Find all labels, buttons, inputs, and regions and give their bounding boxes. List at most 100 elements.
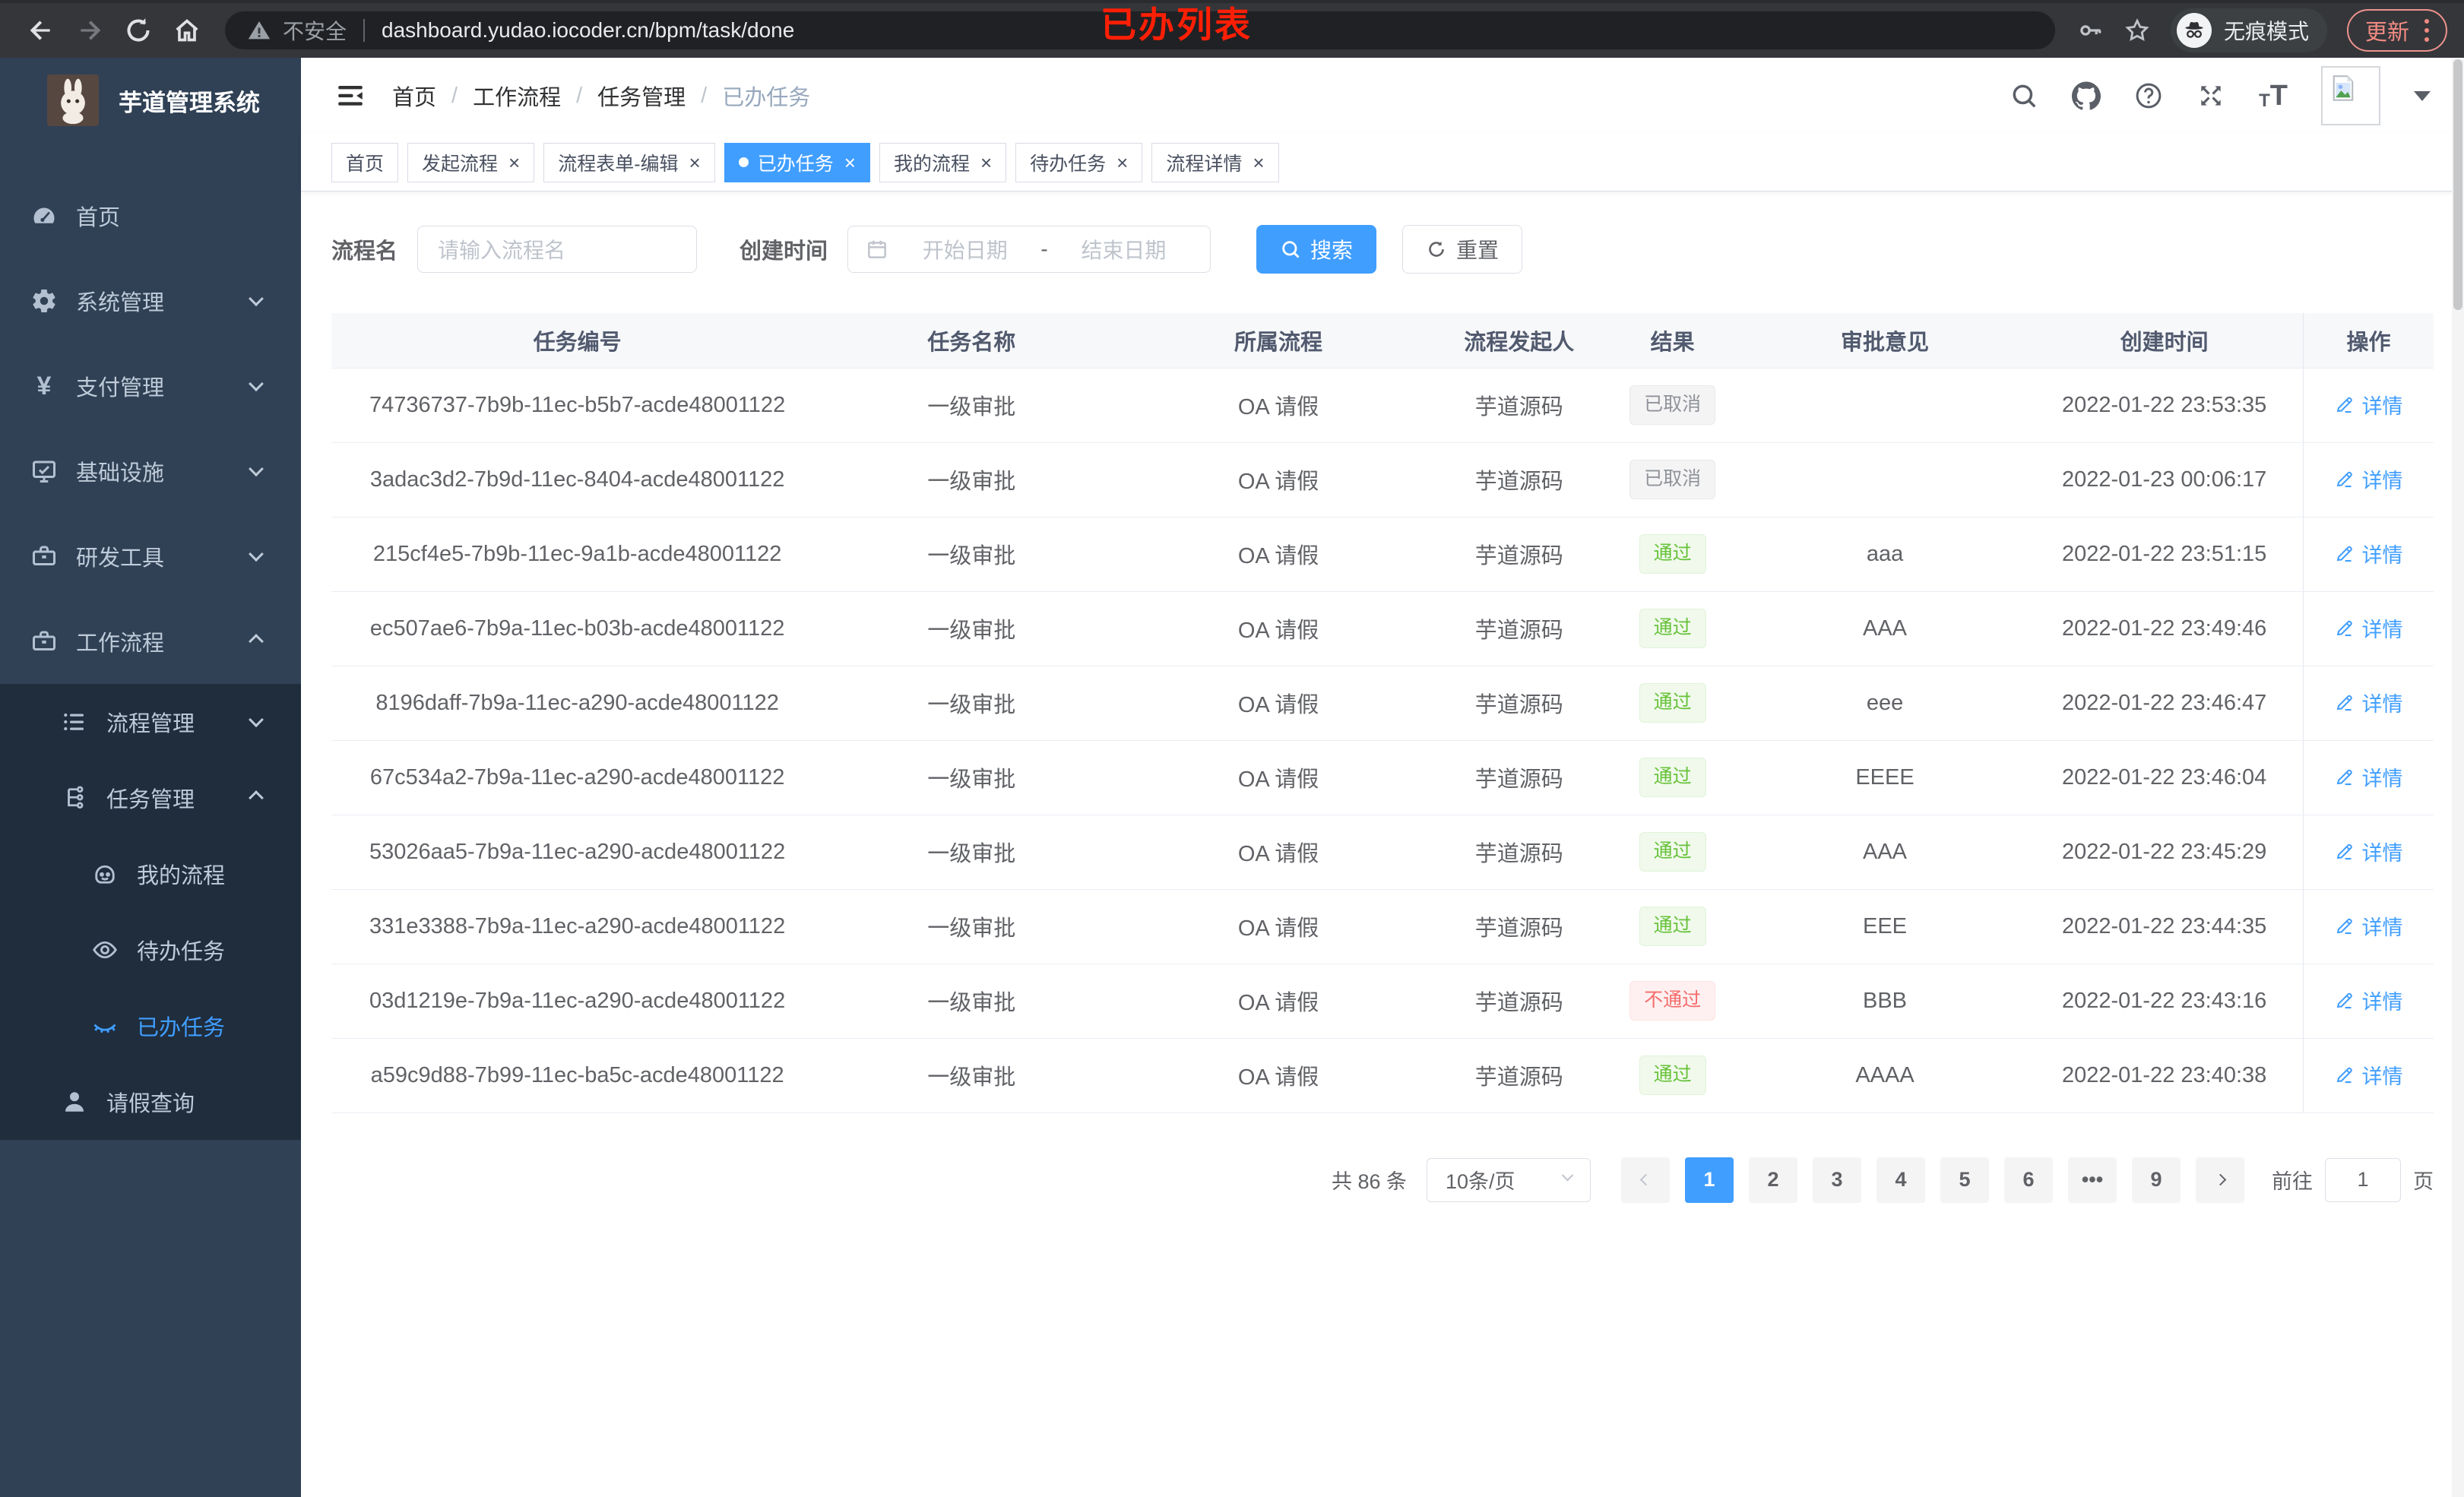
comment-cell: BBB bbox=[1743, 964, 2026, 1039]
sidebar-item-payment-mgmt[interactable]: ¥ 支付管理 bbox=[0, 343, 301, 429]
table-row: 53026aa5-7b9a-11ec-a290-acde48001122 一级审批… bbox=[331, 815, 2434, 890]
app-logo[interactable]: 芋道管理系统 bbox=[0, 58, 301, 143]
page-button-2[interactable]: 2 bbox=[1749, 1157, 1797, 1203]
result-badge: 通过 bbox=[1639, 832, 1706, 872]
process-cell: OA 请假 bbox=[1120, 666, 1437, 741]
starter-cell: 芋道源码 bbox=[1436, 442, 1601, 517]
action-cell: 详情 bbox=[2302, 815, 2434, 890]
sidebar-item-dev-tools[interactable]: 研发工具 bbox=[0, 514, 301, 599]
search-button-icon bbox=[1280, 239, 1301, 260]
refresh-icon bbox=[1426, 239, 1447, 260]
process-name-input[interactable]: 请输入流程名 bbox=[417, 226, 698, 273]
search-button[interactable]: 搜索 bbox=[1256, 225, 1377, 274]
table-column-header: 任务名称 bbox=[823, 313, 1120, 369]
fullscreen-icon[interactable] bbox=[2196, 81, 2225, 110]
reset-button[interactable]: 重置 bbox=[1402, 225, 1523, 274]
page-button-4[interactable]: 4 bbox=[1877, 1157, 1925, 1203]
browser-menu-icon[interactable] bbox=[2424, 19, 2429, 42]
tab-done-tasks[interactable]: 已办任务 × bbox=[724, 142, 870, 182]
sidebar-item-workflow[interactable]: 工作流程 bbox=[0, 599, 301, 684]
table-row: 3adac3d2-7b9d-11ec-8404-acde48001122 一级审批… bbox=[331, 442, 2434, 517]
detail-button[interactable]: 详情 bbox=[2329, 761, 2407, 793]
github-icon[interactable] bbox=[2072, 81, 2101, 110]
sidebar-item-process-mgmt[interactable]: 流程管理 bbox=[0, 684, 301, 760]
table-header-row: 任务编号 任务名称 所属流程 流程发起人 结果 审批意见 创建时间 操作 bbox=[331, 313, 2434, 369]
detail-button[interactable]: 详情 bbox=[2329, 538, 2407, 569]
search-icon[interactable] bbox=[2010, 81, 2038, 110]
prev-page-button[interactable] bbox=[1621, 1157, 1670, 1203]
sidebar-item-done-tasks[interactable]: 已办任务 bbox=[0, 988, 301, 1064]
sidebar-item-task-mgmt[interactable]: 任务管理 bbox=[0, 760, 301, 836]
browser-reload-icon[interactable] bbox=[123, 15, 154, 46]
browser-forward-icon[interactable] bbox=[74, 15, 105, 46]
browser-back-icon[interactable] bbox=[26, 15, 56, 46]
page-button-9[interactable]: 9 bbox=[2132, 1157, 2181, 1203]
tab-todo-tasks[interactable]: 待办任务 × bbox=[1015, 142, 1143, 182]
scrollbar-thumb[interactable] bbox=[2453, 59, 2462, 310]
detail-button[interactable]: 详情 bbox=[2329, 464, 2407, 495]
task-name-cell: 一级审批 bbox=[823, 964, 1120, 1039]
comment-cell: AAA bbox=[1743, 815, 2026, 890]
avatar[interactable] bbox=[2321, 66, 2380, 125]
bookmark-star-icon[interactable] bbox=[2124, 17, 2151, 44]
page-button-1[interactable]: 1 bbox=[1685, 1157, 1734, 1203]
date-range-input[interactable]: 开始日期 - 结束日期 bbox=[847, 226, 1211, 273]
detail-button[interactable]: 详情 bbox=[2329, 985, 2407, 1016]
comment-cell: eee bbox=[1743, 666, 2026, 741]
created-cell: 2022-01-22 23:44:35 bbox=[2025, 889, 2304, 964]
password-key-icon[interactable] bbox=[2076, 17, 2104, 44]
breadcrumb-task-mgmt[interactable]: 任务管理 bbox=[597, 86, 686, 110]
sidebar-item-my-process[interactable]: 我的流程 bbox=[0, 836, 301, 912]
action-cell: 详情 bbox=[2302, 666, 2434, 741]
hamburger-icon[interactable] bbox=[334, 80, 366, 112]
tab-process-detail[interactable]: 流程详情 × bbox=[1151, 142, 1279, 182]
incognito-badge: 无痕模式 bbox=[2170, 8, 2327, 52]
address-bar[interactable]: 不安全 dashboard.yudao.iocoder.cn/bpm/task/… bbox=[225, 11, 2055, 49]
content: 流程名 请输入流程名 创建时间 开始日期 - 结束日期 搜索 bbox=[301, 191, 2464, 1497]
next-page-button[interactable] bbox=[2196, 1157, 2244, 1203]
page-button-6[interactable]: 6 bbox=[2004, 1157, 2053, 1203]
result-cell: 通过 bbox=[1601, 815, 1744, 890]
result-badge: 通过 bbox=[1639, 758, 1706, 797]
tab-close-icon[interactable]: × bbox=[689, 150, 701, 174]
tab-process-form-edit[interactable]: 流程表单-编辑 × bbox=[543, 142, 715, 182]
page-button-3[interactable]: 3 bbox=[1813, 1157, 1861, 1203]
sidebar-item-home[interactable]: 首页 bbox=[0, 173, 301, 258]
created-cell: 2022-01-22 23:40:38 bbox=[2025, 1038, 2304, 1113]
pager-more-button[interactable]: ••• bbox=[2068, 1157, 2117, 1203]
sidebar-item-system-mgmt[interactable]: 系统管理 bbox=[0, 258, 301, 343]
detail-button[interactable]: 详情 bbox=[2329, 836, 2407, 867]
breadcrumb-workflow[interactable]: 工作流程 bbox=[473, 86, 562, 110]
tab-start-process[interactable]: 发起流程 × bbox=[407, 142, 535, 182]
breadcrumb-home[interactable]: 首页 bbox=[392, 86, 437, 110]
sidebar-item-todo-tasks[interactable]: 待办任务 bbox=[0, 912, 301, 988]
sidebar-item-label: 基础设施 bbox=[76, 461, 165, 486]
detail-button[interactable]: 详情 bbox=[2329, 1059, 2407, 1090]
page-scrollbar[interactable] bbox=[2452, 58, 2464, 1497]
tab-close-icon[interactable]: × bbox=[1116, 150, 1129, 174]
tab-close-icon[interactable]: × bbox=[980, 150, 993, 174]
tab-close-icon[interactable]: × bbox=[508, 150, 521, 174]
tab-close-icon[interactable]: × bbox=[844, 150, 856, 174]
page-button-5[interactable]: 5 bbox=[1940, 1157, 1989, 1203]
tab-close-icon[interactable]: × bbox=[1253, 150, 1265, 174]
sidebar-item-label: 支付管理 bbox=[76, 376, 165, 400]
goto-page-input[interactable]: 1 bbox=[2325, 1157, 2401, 1202]
detail-button[interactable]: 详情 bbox=[2329, 389, 2407, 420]
sidebar-item-leave-query[interactable]: 请假查询 bbox=[0, 1064, 301, 1140]
browser-home-icon[interactable] bbox=[172, 15, 202, 46]
tab-my-process[interactable]: 我的流程 × bbox=[879, 142, 1007, 182]
navbar: 首页 / 工作流程 / 任务管理 / 已办任务 bbox=[301, 58, 2464, 134]
browser-update-button[interactable]: 更新 bbox=[2346, 9, 2447, 52]
help-icon[interactable] bbox=[2134, 81, 2163, 110]
detail-button[interactable]: 详情 bbox=[2329, 910, 2407, 942]
sidebar-item-label: 流程管理 bbox=[106, 712, 195, 736]
avatar-caret-icon[interactable] bbox=[2414, 90, 2431, 101]
sidebar-item-infrastructure[interactable]: 基础设施 bbox=[0, 429, 301, 514]
detail-button[interactable]: 详情 bbox=[2329, 687, 2407, 718]
page-size-select[interactable]: 10条/页 bbox=[1427, 1157, 1591, 1202]
security-warning-icon[interactable] bbox=[246, 17, 272, 43]
detail-button[interactable]: 详情 bbox=[2329, 612, 2407, 644]
tab-home[interactable]: 首页 bbox=[331, 142, 399, 182]
